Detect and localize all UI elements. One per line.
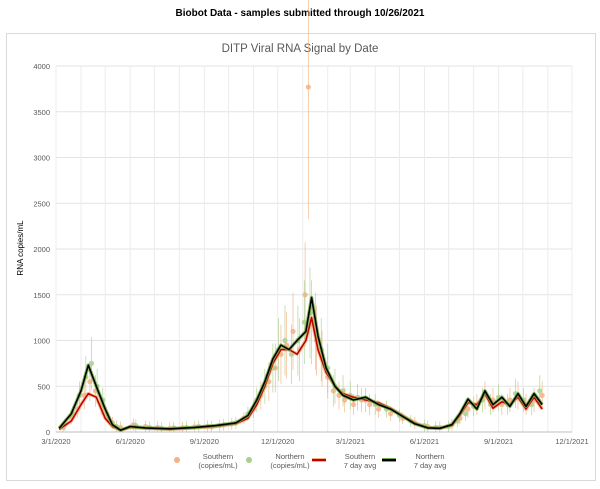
northern-point [88, 360, 95, 366]
y-axis-label: RNA copies/mL [16, 220, 25, 276]
chart-title: DITP Viral RNA Signal by Date [222, 43, 379, 55]
southern-point [305, 84, 311, 90]
southern-point [375, 406, 382, 412]
legend-label: Northern (copies/mL) [260, 452, 320, 470]
y-tick-label: 3500 [33, 108, 50, 117]
y-tick-label: 0 [46, 428, 50, 437]
legend-label-line2: (copies/mL) [198, 461, 238, 470]
x-tick-label: 6/1/2021 [410, 437, 439, 446]
y-tick-label: 2500 [33, 199, 50, 208]
legend-swatch-southern-points [174, 457, 180, 463]
y-tick-label: 2000 [33, 245, 50, 254]
southern-point [350, 401, 357, 408]
legend-label-line1: Southern [202, 452, 234, 461]
legend-swatch-northern-points [246, 457, 252, 463]
x-tick-label: 9/1/2021 [484, 437, 513, 446]
legend-swatch-northern-avg [382, 458, 396, 462]
y-tick-label: 3000 [33, 154, 50, 163]
grid-lines [55, 65, 573, 433]
average-lines [57, 295, 544, 432]
legend-label-line1: Northern [415, 452, 445, 461]
northern-point [462, 411, 469, 417]
northern-point [537, 388, 543, 394]
x-tick-label: 12/1/2021 [555, 437, 588, 446]
legend-label: Northern 7 day avg [400, 452, 460, 470]
page-header-title: Biobot Data - samples submitted through … [175, 8, 425, 19]
southern-point [302, 292, 308, 298]
legend-label-line2: 7 day avg [343, 461, 377, 470]
legend-swatch-southern-avg [312, 458, 326, 462]
axes: 0 500 1000 1500 2000 2500 3000 3500 4000 3/1/2020… [33, 62, 588, 446]
x-tick-label: 3/1/2021 [336, 437, 365, 446]
northern-point [282, 337, 288, 344]
legend-label: Southern (copies/mL) [188, 452, 248, 470]
legend-label-line2: 7 day avg [413, 461, 447, 470]
x-tick-label: 9/1/2020 [190, 437, 219, 446]
x-tick-label: 12/1/2020 [261, 437, 294, 446]
legend-label-line2: (copies/mL) [270, 461, 310, 470]
southern-point [539, 392, 545, 398]
chart-legend: Southern (copies/mL) Northern (copies/mL… [170, 452, 550, 482]
y-tick-label: 1000 [33, 337, 50, 346]
northern-7day-avg-line [58, 296, 543, 431]
southern-point [387, 411, 394, 417]
x-tick-label: 6/1/2020 [116, 437, 145, 446]
y-tick-label: 1500 [33, 291, 50, 300]
y-tick-label: 500 [37, 382, 50, 391]
legend-label-line1: Southern [344, 452, 376, 461]
legend-label-line1: Northern [275, 452, 305, 461]
southern-point [367, 401, 373, 408]
y-tick-label: 4000 [33, 62, 50, 71]
x-tick-label: 3/1/2020 [41, 437, 70, 446]
legend-label: Southern 7 day avg [330, 452, 390, 470]
